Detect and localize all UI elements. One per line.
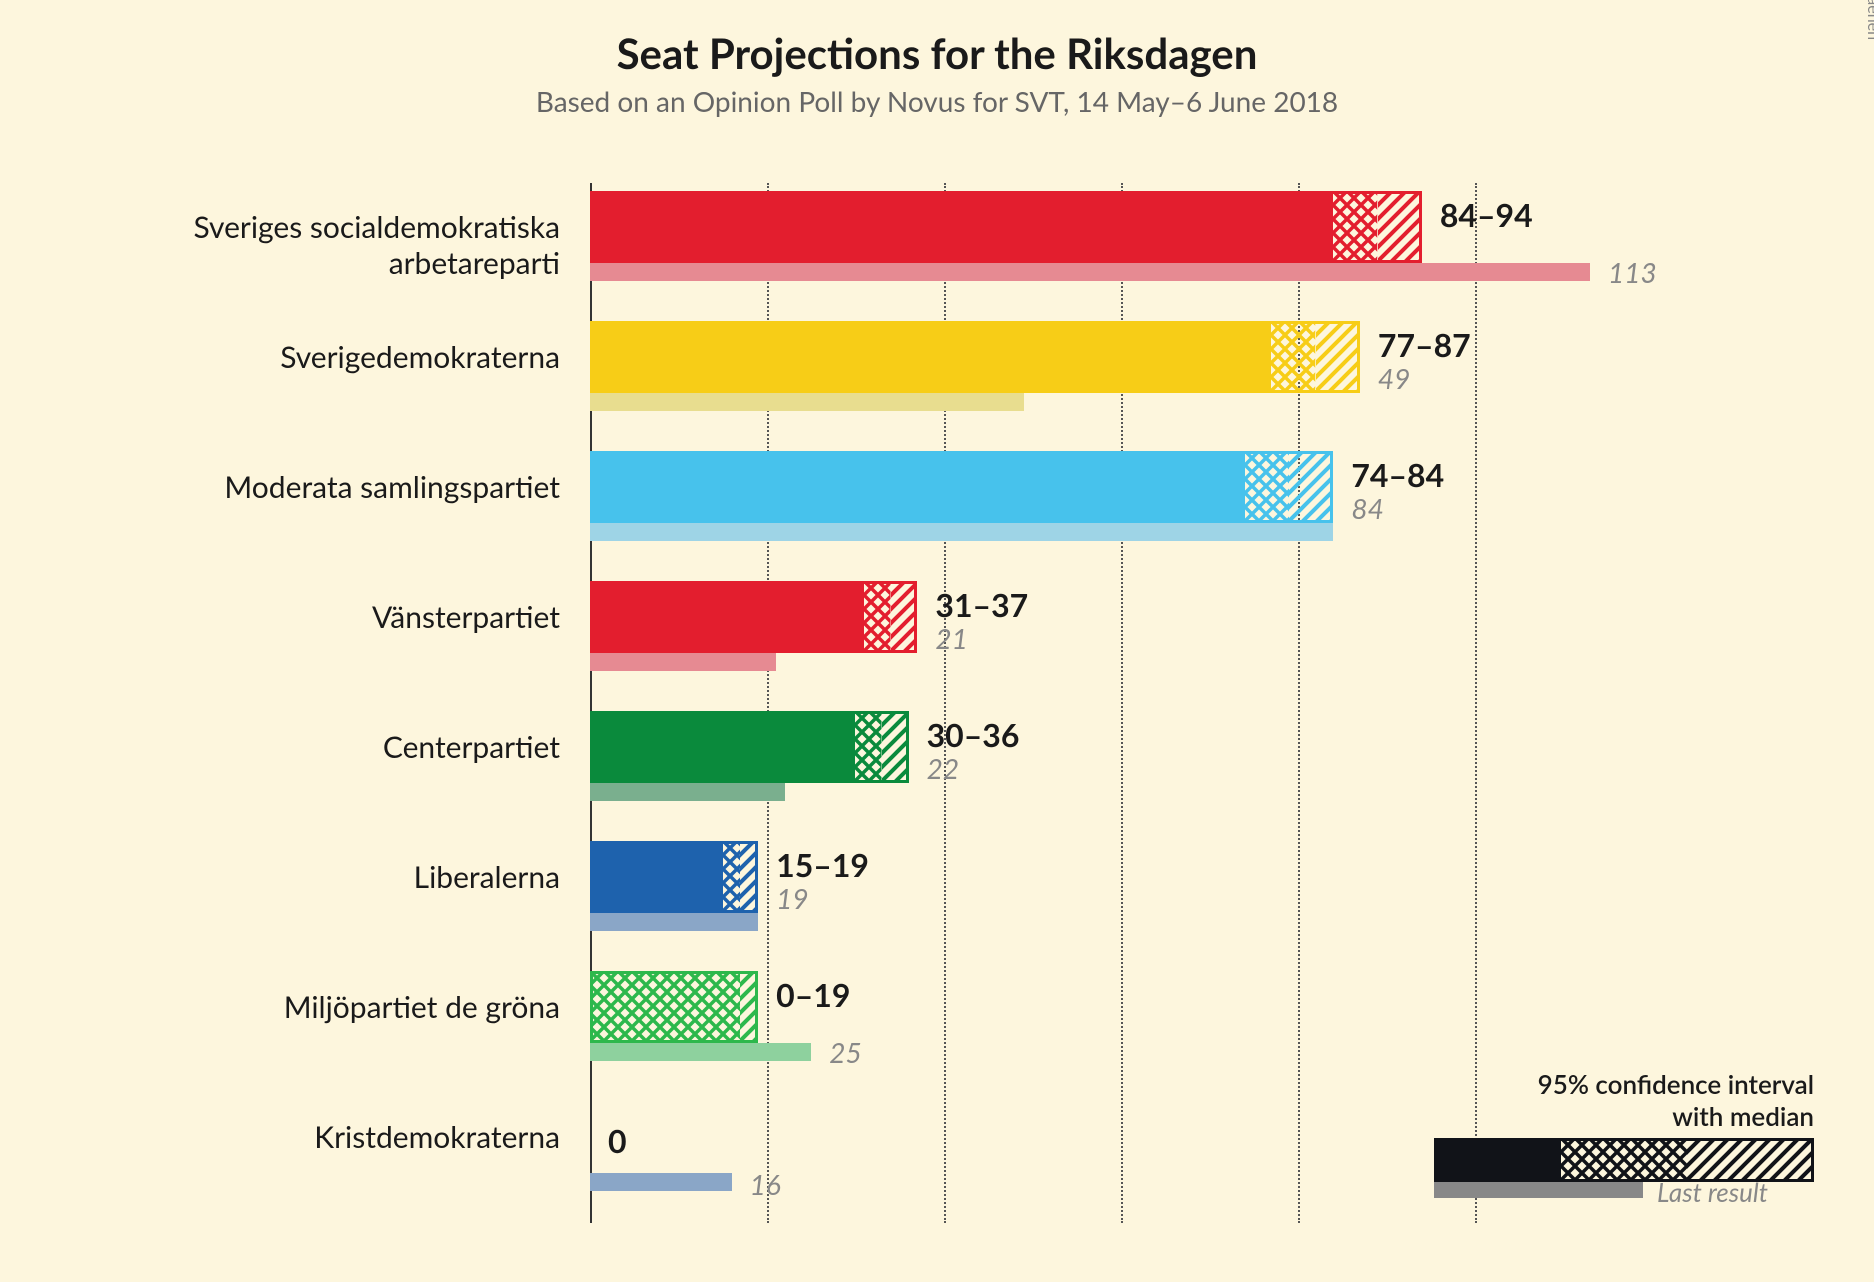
bar-ci-outline xyxy=(855,711,908,783)
party-label: Sveriges socialdemokratiska arbetarepart… xyxy=(40,209,560,281)
bar-last-result xyxy=(590,523,1333,541)
party-row: Vänsterpartiet 31–3721 xyxy=(0,573,1874,703)
legend-title-line1: 95% confidence interval xyxy=(1434,1068,1814,1100)
bar-solid xyxy=(590,841,723,913)
bar-last-result xyxy=(590,1043,811,1061)
last-result-label: 21 xyxy=(935,621,967,655)
bar-last-result xyxy=(590,263,1590,281)
legend: 95% confidence intervalwith median Last r… xyxy=(1434,1068,1814,1212)
bar-ci-outline xyxy=(590,971,758,1043)
range-label: 84–94 xyxy=(1440,195,1533,234)
range-label: 30–36 xyxy=(927,715,1020,754)
bar-last-result xyxy=(590,1173,732,1191)
range-label: 74–84 xyxy=(1351,455,1444,494)
bar-last-result xyxy=(590,653,776,671)
party-row: Sveriges socialdemokratiska arbetarepart… xyxy=(0,183,1874,313)
party-label: Moderata samlingspartiet xyxy=(40,469,560,505)
bar-solid xyxy=(590,451,1245,523)
last-result-label: 19 xyxy=(776,881,808,915)
party-label: Miljöpartiet de gröna xyxy=(40,989,560,1025)
bar-solid xyxy=(590,581,864,653)
range-label: 31–37 xyxy=(935,585,1028,624)
bar-last-result xyxy=(590,393,1024,411)
party-label: Vänsterpartiet xyxy=(40,599,560,635)
party-row: Sverigedemokraterna 77–8749 xyxy=(0,313,1874,443)
bar-ci-outline xyxy=(1245,451,1333,523)
party-row: Liberalerna 15–1919 xyxy=(0,833,1874,963)
last-result-label: 25 xyxy=(829,1035,861,1069)
party-label: Centerpartiet xyxy=(40,729,560,765)
range-label: 0–19 xyxy=(776,975,850,1014)
last-result-label: 49 xyxy=(1378,361,1410,395)
copyright-text: © 2018 Filip van Laenen xyxy=(1864,0,1874,40)
legend-last-bar xyxy=(1434,1182,1643,1198)
party-label: Liberalerna xyxy=(40,859,560,895)
chart-title: Seat Projections for the Riksdagen xyxy=(0,28,1874,78)
bar-solid xyxy=(590,191,1333,263)
range-label: 77–87 xyxy=(1378,325,1471,364)
bar-ci-outline xyxy=(723,841,758,913)
last-result-label: 22 xyxy=(927,751,959,785)
bar-ci-outline xyxy=(1271,321,1359,393)
bar-ci-outline xyxy=(1333,191,1421,263)
party-label: Sverigedemokraterna xyxy=(40,339,560,375)
party-row: Centerpartiet 30–3622 xyxy=(0,703,1874,833)
party-label: Kristdemokraterna xyxy=(40,1119,560,1155)
last-result-label: 113 xyxy=(1608,255,1657,289)
party-row: Moderata samlingspartiet 74–8484 xyxy=(0,443,1874,573)
last-result-label: 84 xyxy=(1351,491,1383,525)
range-label: 15–19 xyxy=(776,845,869,884)
last-result-label: 16 xyxy=(750,1167,781,1201)
range-label: 0 xyxy=(608,1121,627,1160)
bar-solid xyxy=(590,321,1271,393)
bar-ci-outline xyxy=(864,581,917,653)
legend-last-row: Last result xyxy=(1434,1182,1814,1212)
legend-title-line2: with median xyxy=(1434,1100,1814,1132)
bar-last-result xyxy=(590,913,758,931)
bar-last-result xyxy=(590,783,785,801)
chart-subtitle: Based on an Opinion Poll by Novus for SV… xyxy=(0,84,1874,118)
legend-last-label: Last result xyxy=(1657,1176,1768,1208)
bar-solid xyxy=(590,711,855,783)
